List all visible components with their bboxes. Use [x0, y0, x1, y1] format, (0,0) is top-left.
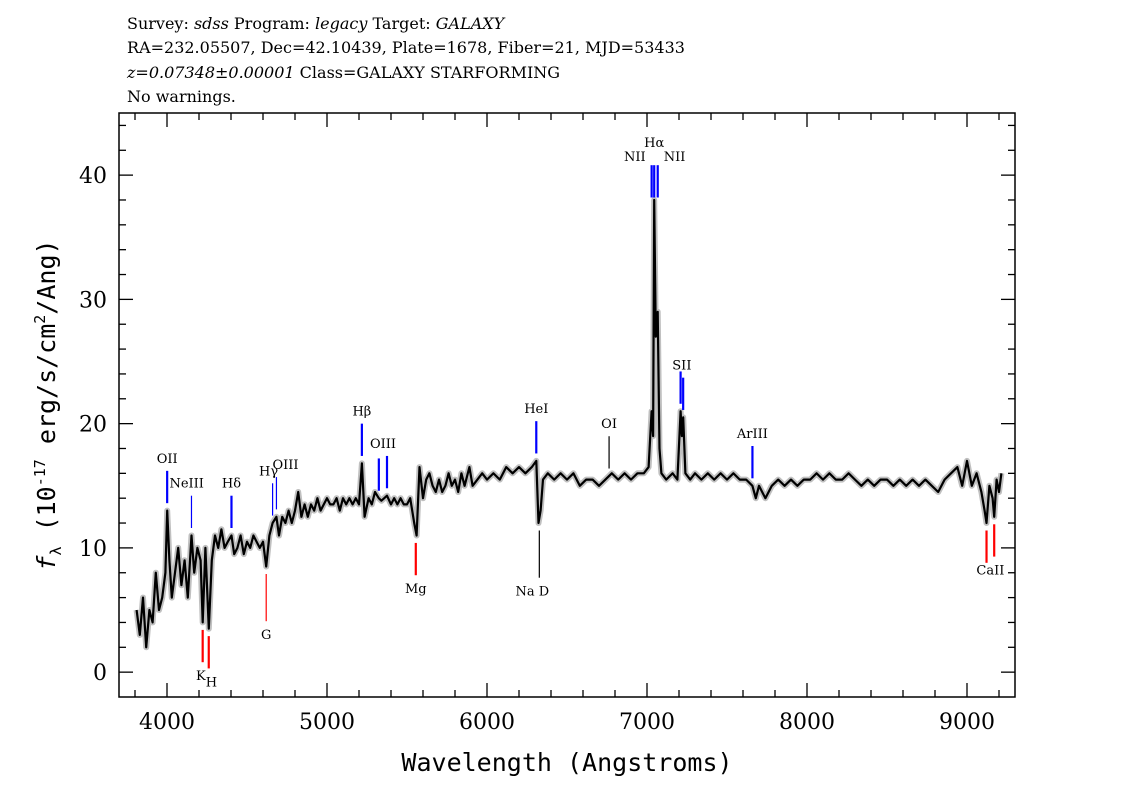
- x-tick-label: 5000: [299, 710, 355, 735]
- line-label: Hγ: [259, 464, 278, 479]
- plot-frame: [118, 112, 1016, 698]
- y-tick-label: 0: [93, 661, 107, 686]
- header-line-2: RA=232.05507, Dec=42.10439, Plate=1678, …: [127, 38, 685, 57]
- y-tick-label: 20: [79, 413, 107, 438]
- line-label: Mg: [405, 582, 427, 597]
- line-label: ArIII: [736, 427, 768, 442]
- header-line-1: Survey: sdss Program: legacy Target: GAL…: [127, 14, 506, 33]
- line-label: K: [196, 669, 206, 684]
- line-label: G: [261, 628, 271, 643]
- line-label: HeI: [524, 402, 548, 417]
- x-axis-label: Wavelength (Angstroms): [401, 748, 732, 777]
- x-tick-label: 9000: [939, 710, 995, 735]
- header-line-4: No warnings.: [127, 87, 236, 106]
- y-tick-label: 10: [79, 537, 107, 562]
- line-label: SII: [672, 359, 691, 374]
- line-label: Na D: [515, 585, 549, 600]
- y-axis-label: fλ (10-17 erg/s/cm2/Ang): [31, 239, 65, 570]
- line-label: NeIII: [169, 477, 203, 492]
- line-label: NII: [624, 150, 646, 165]
- spectrum-line: [135, 198, 1003, 649]
- line-label: OIII: [272, 458, 298, 473]
- x-tick-label: 7000: [619, 710, 675, 735]
- line-label: CaII: [976, 564, 1004, 579]
- line-label: Hα: [644, 136, 664, 151]
- x-tick-label: 4000: [139, 710, 195, 735]
- line-label: OIII: [370, 437, 396, 452]
- line-label: NII: [664, 150, 686, 165]
- y-tick-label: 40: [79, 164, 107, 189]
- line-label: Hβ: [352, 405, 371, 420]
- x-tick-label: 8000: [779, 710, 835, 735]
- line-label: H: [206, 675, 217, 690]
- y-tick-label: 30: [79, 288, 107, 313]
- header-line-3: z=0.07348±0.00001 Class=GALAXY STARFORMI…: [126, 63, 560, 82]
- x-tick-label: 6000: [459, 710, 515, 735]
- line-label: OI: [601, 417, 617, 432]
- line-label: Hδ: [222, 477, 241, 492]
- line-label: OII: [157, 452, 178, 467]
